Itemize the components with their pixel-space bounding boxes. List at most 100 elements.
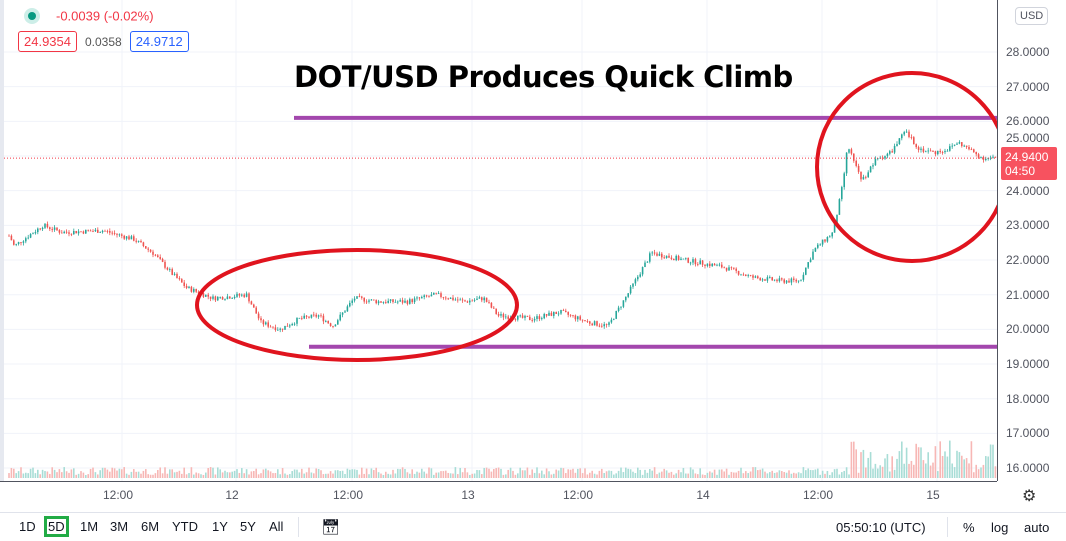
- clock[interactable]: 05:50:10 (UTC): [836, 520, 926, 535]
- percent-toggle[interactable]: %: [963, 520, 975, 535]
- candle-body: [231, 298, 233, 299]
- volume-bar: [622, 472, 625, 478]
- ask-price[interactable]: 24.9712: [129, 31, 189, 52]
- volume-bar: [877, 468, 879, 478]
- candle-body: [651, 252, 653, 254]
- range-all[interactable]: All: [269, 519, 284, 534]
- volume-bar: [27, 473, 29, 478]
- candle-body: [49, 227, 51, 229]
- volume-bar: [565, 473, 567, 478]
- candle-body: [593, 321, 596, 326]
- range-5d[interactable]: 5D: [44, 516, 69, 537]
- candle-body: [989, 157, 992, 159]
- volume-bar: [557, 470, 560, 478]
- volume-bar: [541, 470, 543, 478]
- volume-bar: [387, 473, 389, 478]
- candle-body: [874, 158, 877, 166]
- candle-body: [454, 299, 457, 301]
- spread: 0.0358: [85, 34, 122, 49]
- volume-bar: [274, 473, 277, 478]
- price-chart[interactable]: [4, 0, 997, 481]
- go-to-date-icon[interactable]: 📅︎: [321, 519, 341, 536]
- price-axis[interactable]: 28.0000 27.0000 26.0000 25.0000 24.0000 23.00…: [997, 0, 1066, 481]
- auto-toggle[interactable]: auto: [1024, 520, 1050, 535]
- candle-body: [541, 318, 543, 320]
- volume-bar: [749, 471, 752, 478]
- volume-bar: [255, 468, 257, 478]
- volume-bar: [109, 471, 111, 478]
- volume-bar: [200, 474, 202, 478]
- volume-bar: [77, 473, 80, 478]
- volume-bar: [637, 467, 639, 478]
- currency-button[interactable]: USD: [1015, 7, 1049, 25]
- candle-body: [327, 321, 329, 324]
- volume-bar: [423, 471, 425, 478]
- volume-bar: [603, 473, 605, 478]
- volume-bar: [145, 469, 147, 478]
- candle-body: [620, 306, 622, 308]
- volume-bar: [951, 463, 953, 478]
- candle-body: [946, 150, 949, 152]
- volume-bar: [63, 467, 65, 478]
- candle-body: [886, 153, 889, 157]
- range-5y[interactable]: 5Y: [240, 519, 256, 534]
- volume-bar: [973, 472, 975, 478]
- volume-bar: [296, 469, 298, 478]
- range-3m[interactable]: 3M: [110, 519, 129, 534]
- volume-bar: [812, 470, 814, 478]
- candle-body: [82, 231, 85, 234]
- candle-body: [373, 299, 375, 301]
- range-1m[interactable]: 1M: [80, 519, 99, 534]
- volume-bar: [761, 468, 764, 478]
- volume-bar: [505, 474, 507, 478]
- volume-bar: [435, 472, 437, 478]
- volume-bar: [80, 471, 82, 478]
- candle-body: [521, 315, 524, 318]
- candle-body: [279, 328, 281, 330]
- time-tick: 12: [225, 488, 239, 502]
- volume-bar: [97, 474, 99, 478]
- candle-body: [812, 251, 814, 260]
- candle-body: [241, 294, 243, 296]
- volume-bar: [896, 458, 898, 478]
- candle-body: [862, 176, 865, 180]
- range-6m[interactable]: 6M: [141, 519, 160, 534]
- chart-pane[interactable]: -0.0039 (-0.02%) 24.9354 0.0358 24.9712 …: [0, 0, 997, 481]
- volume-bar: [915, 443, 917, 478]
- volume-bar: [483, 467, 485, 478]
- candle-body: [61, 232, 63, 234]
- volume-bar: [968, 463, 970, 478]
- volume-bar: [320, 470, 322, 478]
- volume-bar: [29, 468, 32, 478]
- volume-bar: [313, 473, 315, 478]
- bid-price[interactable]: 24.9354: [18, 31, 77, 52]
- volume-bar: [929, 465, 932, 478]
- candle-body: [557, 313, 560, 315]
- candle-body: [533, 318, 536, 321]
- candle-body: [634, 279, 637, 284]
- price-tick: 26.0000: [1006, 114, 1050, 129]
- candle-body: [121, 234, 123, 236]
- candle-body: [118, 234, 121, 236]
- volume-bar: [536, 467, 538, 478]
- time-axis[interactable]: 12:00 12 12:00 13 12:00 14 12:00 15: [0, 481, 997, 511]
- volume-bar: [377, 472, 380, 478]
- log-toggle[interactable]: log: [991, 520, 1009, 535]
- candle-body: [344, 311, 346, 313]
- settings-gear-icon[interactable]: ⚙: [1022, 488, 1037, 505]
- time-tick: 12:00: [332, 488, 364, 502]
- candle-body: [97, 229, 99, 233]
- candle-body: [601, 325, 603, 327]
- range-ytd[interactable]: YTD: [172, 519, 198, 534]
- candle-body: [913, 137, 915, 145]
- candle-body: [29, 234, 32, 238]
- volume-bar: [53, 469, 56, 478]
- candle-body: [281, 328, 284, 330]
- volume-bar: [445, 470, 447, 478]
- volume-bar: [735, 472, 737, 478]
- volume-bar: [363, 473, 365, 478]
- range-1d[interactable]: 1D: [19, 519, 36, 534]
- candle-body: [337, 320, 339, 325]
- range-1y[interactable]: 1Y: [212, 519, 228, 534]
- candle-body: [277, 329, 279, 331]
